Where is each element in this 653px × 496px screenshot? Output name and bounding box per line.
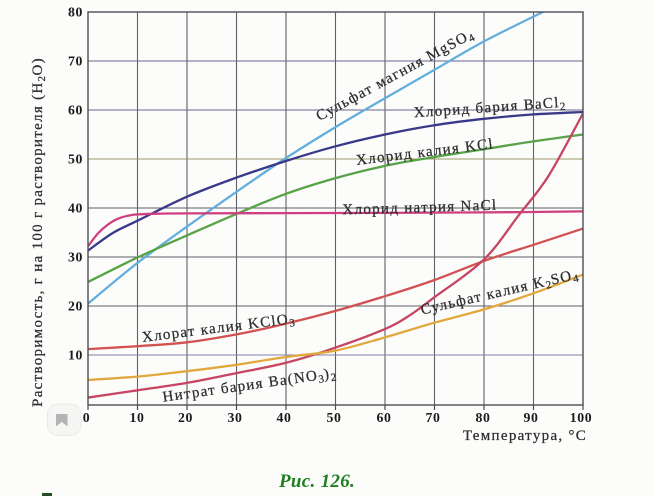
- svg-text:Хлорид натрия NaCl: Хлорид натрия NaCl: [342, 198, 497, 219]
- svg-text:100: 100: [570, 410, 593, 425]
- svg-text:Температура, °С: Температура, °С: [463, 428, 587, 444]
- svg-text:40: 40: [277, 410, 292, 425]
- svg-text:Растворимость, г на 100 г раст: Растворимость, г на 100 г растворителя (…: [30, 57, 48, 407]
- svg-text:30: 30: [68, 250, 83, 265]
- svg-text:Хлорид калия KCl: Хлорид калия KCl: [355, 136, 494, 169]
- svg-text:20: 20: [68, 299, 83, 314]
- svg-text:70: 70: [426, 410, 441, 425]
- svg-text:50: 50: [327, 410, 342, 425]
- svg-text:Рис. 126.: Рис. 126.: [278, 471, 355, 492]
- svg-text:60: 60: [377, 410, 392, 425]
- svg-text:30: 30: [228, 410, 243, 425]
- svg-text:70: 70: [68, 54, 83, 69]
- svg-text:10: 10: [130, 410, 145, 425]
- svg-text:0: 0: [83, 410, 91, 425]
- svg-text:60: 60: [68, 103, 83, 118]
- svg-text:80: 80: [476, 410, 491, 425]
- svg-text:80: 80: [68, 5, 83, 20]
- svg-text:Сульфат калия K2SO4: Сульфат калия K2SO4: [419, 267, 580, 321]
- svg-text:20: 20: [178, 410, 193, 425]
- svg-text:90: 90: [524, 410, 539, 425]
- svg-text:40: 40: [68, 201, 83, 216]
- svg-text:50: 50: [68, 152, 83, 167]
- svg-text:10: 10: [68, 348, 83, 363]
- svg-text:Хлорат калия KClO3: Хлорат калия KClO3: [141, 311, 296, 348]
